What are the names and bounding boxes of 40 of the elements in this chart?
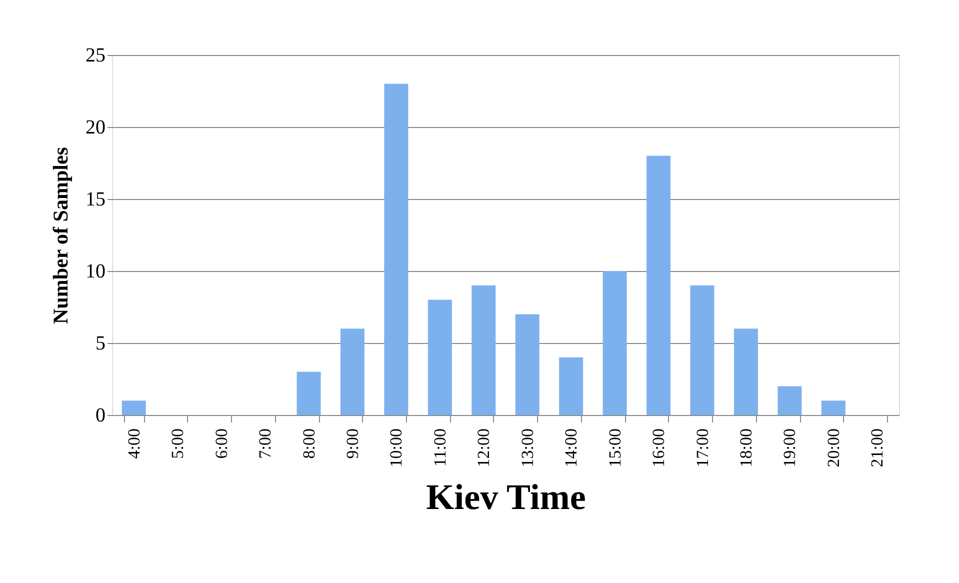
- x-tick-label: 18:00: [736, 428, 756, 468]
- y-tick-label: 10: [86, 260, 106, 282]
- y-tick-label: 15: [86, 188, 106, 210]
- x-tick-label: 10:00: [386, 428, 406, 468]
- bar: [778, 386, 802, 415]
- x-tick-label: 16:00: [649, 428, 668, 468]
- bar: [821, 400, 846, 415]
- x-tick-label: 21:00: [868, 428, 887, 468]
- x-tick-label: 9:00: [342, 428, 362, 459]
- y-tick-label: 5: [96, 332, 106, 354]
- y-tick-label: 0: [96, 404, 106, 426]
- bar: [559, 357, 584, 415]
- bar: [122, 400, 146, 415]
- bar: [340, 328, 364, 415]
- x-tick-label: 14:00: [562, 428, 581, 468]
- bar: [602, 271, 627, 415]
- y-tick-label: 25: [86, 44, 106, 66]
- bar: [428, 300, 452, 415]
- x-tick-label: 4:00: [124, 428, 144, 459]
- x-tick-label: 6:00: [212, 428, 231, 459]
- y-tick-label: 20: [86, 116, 106, 138]
- bar: [515, 314, 540, 415]
- bar: [734, 328, 758, 415]
- x-tick-label: 15:00: [605, 428, 624, 468]
- bar: [296, 372, 321, 415]
- bar: [384, 84, 408, 415]
- bar: [472, 285, 496, 415]
- x-tick-label: 5:00: [168, 428, 188, 459]
- y-axis-title: Number of Samples: [48, 147, 72, 324]
- x-tick-label: 7:00: [256, 428, 275, 459]
- x-tick-label: 11:00: [430, 428, 450, 467]
- x-tick-label: 13:00: [518, 428, 537, 468]
- x-axis-title: Kiev Time: [426, 477, 586, 518]
- bar: [646, 156, 671, 415]
- x-tick-label: 20:00: [824, 428, 843, 468]
- bar: [690, 285, 714, 415]
- x-tick-label: 12:00: [474, 428, 494, 468]
- x-tick-label: 8:00: [299, 428, 318, 459]
- x-tick-label: 19:00: [780, 428, 800, 468]
- x-tick-label: 17:00: [692, 428, 712, 468]
